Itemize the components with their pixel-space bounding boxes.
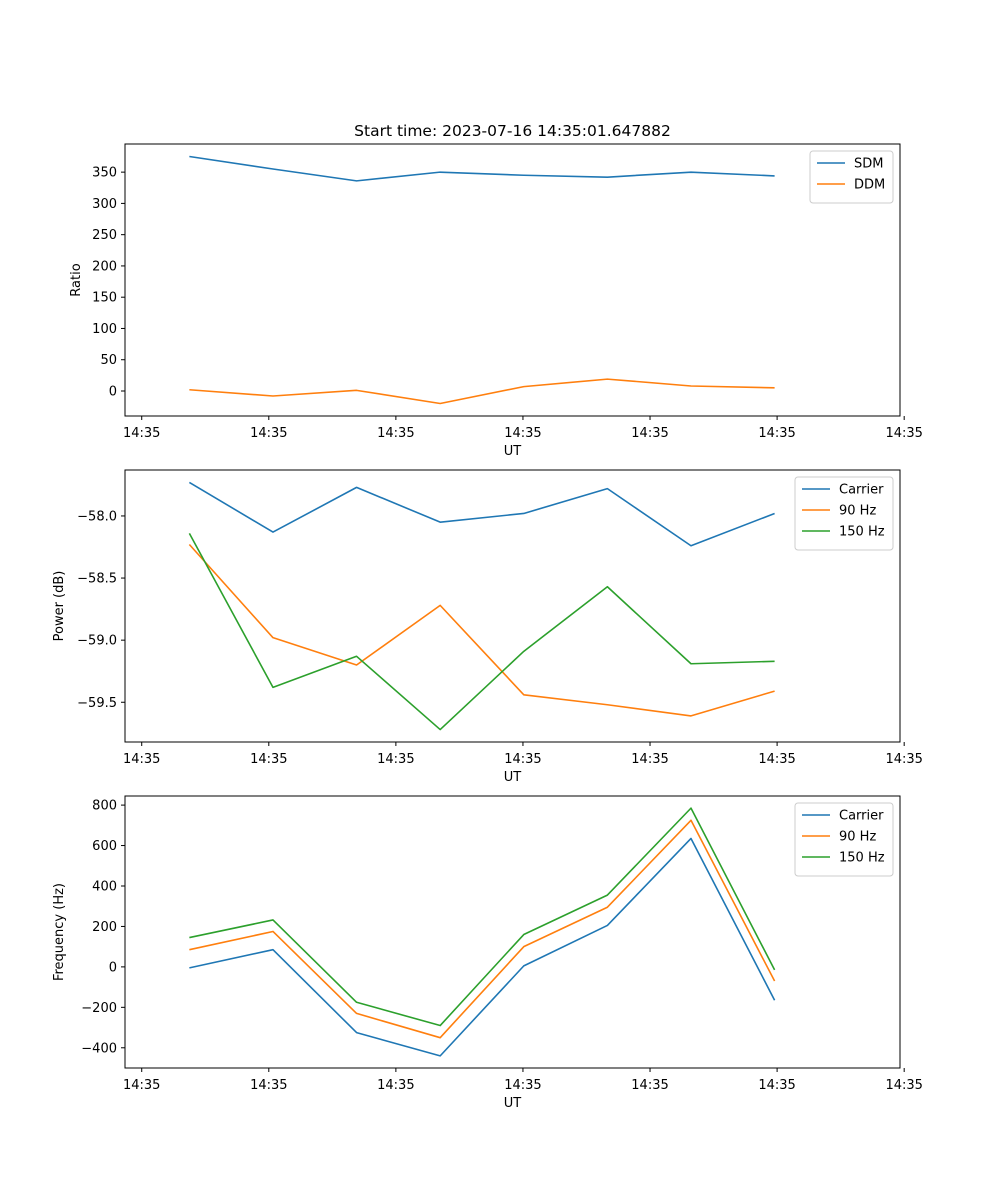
y-tick-label: 250 [92,228,117,243]
y-tick-label: −59.5 [77,696,117,711]
y-tick-label: 300 [92,197,117,212]
x-tick-label: 14:35 [377,426,414,441]
x-tick-label: 14:35 [377,752,414,767]
series-line-carrier [189,837,776,1057]
y-tick-label: 150 [92,291,117,306]
series-line-sdm [189,155,775,182]
y-tick-label: 200 [92,259,117,274]
axes-frame [124,143,901,417]
chart-panel-3: 14:35 14:35 14:35 14:35 14:35 14:35 14:35 −400 −… [52,795,923,1111]
x-tick-label: 14:35 [758,426,795,441]
x-axis-label: UT [504,1096,522,1111]
legend: Carrier 90 Hz 150 Hz [794,802,894,877]
x-tick-label: 14:35 [377,1078,414,1093]
y-tick-label: 0 [109,960,117,975]
legend: SDM DDM [809,150,894,204]
y-tick-label: 50 [100,353,117,368]
legend-entry-label: 90 Hz [839,830,876,845]
legend-entry-label: Carrier [839,809,884,824]
y-tick-label: −200 [81,1001,117,1016]
y-tick-label: 200 [92,920,117,935]
y-tick-label: 800 [92,799,117,814]
axes-frame [124,469,901,743]
legend-entry-label: 150 Hz [839,525,885,540]
x-tick-label: 14:35 [504,1078,541,1093]
legend-entry-label: 150 Hz [839,851,885,866]
x-tick-label: 14:35 [123,752,160,767]
y-tick-label: 0 [109,384,117,399]
x-tick-label: 14:35 [758,1078,795,1093]
x-axis-label: UT [504,770,522,785]
y-axis-label: Frequency (Hz) [52,883,67,981]
y-tick-label: 400 [92,879,117,894]
series-line-150-hz [189,807,776,1027]
y-axis-label: Power (dB) [52,571,67,642]
legend-entry-label: Carrier [839,483,884,498]
y-tick-label: 100 [92,322,117,337]
y-tick-label: −59.0 [77,634,117,649]
series-line-90-hz [189,819,776,1039]
x-tick-label: 14:35 [631,752,668,767]
legend: Carrier 90 Hz 150 Hz [794,476,894,551]
x-tick-label: 14:35 [250,1078,287,1093]
x-axis-label: UT [504,444,522,459]
y-tick-label: −58.0 [77,509,117,524]
x-tick-label: 14:35 [123,1078,160,1093]
axes-frame [124,795,901,1069]
y-tick-label: −58.5 [77,572,117,587]
y-tick-label: 600 [92,839,117,854]
legend-entry-label: SDM [854,157,883,172]
legend-entry-label: 90 Hz [839,504,876,519]
x-tick-label: 14:35 [885,426,922,441]
x-tick-label: 14:35 [504,426,541,441]
legend-entry-label: DDM [854,178,885,193]
x-tick-label: 14:35 [885,752,922,767]
series-line-carrier [188,481,775,547]
x-tick-label: 14:35 [123,426,160,441]
series-line-ddm [189,378,775,405]
legend-box [809,150,894,204]
y-tick-label: −400 [81,1041,117,1056]
x-tick-label: 14:35 [250,752,287,767]
x-tick-label: 14:35 [631,1078,668,1093]
y-tick-label: 350 [92,166,117,181]
x-tick-label: 14:35 [631,426,668,441]
series-line-150-hz [188,532,775,731]
chart-title: Start time: 2023-07-16 14:35:01.647882 [354,122,671,140]
x-tick-label: 14:35 [758,752,795,767]
y-axis-label: Ratio [69,263,84,296]
chart-panel-1: 14:35 14:35 14:35 14:35 14:35 14:35 14:35 0 50 10… [69,122,923,459]
x-tick-label: 14:35 [250,426,287,441]
x-tick-label: 14:35 [885,1078,922,1093]
chart-panel-2: 14:35 14:35 14:35 14:35 14:35 14:35 14:35 −58.0… [52,469,923,785]
series-line-90-hz [188,543,775,717]
x-tick-label: 14:35 [504,752,541,767]
